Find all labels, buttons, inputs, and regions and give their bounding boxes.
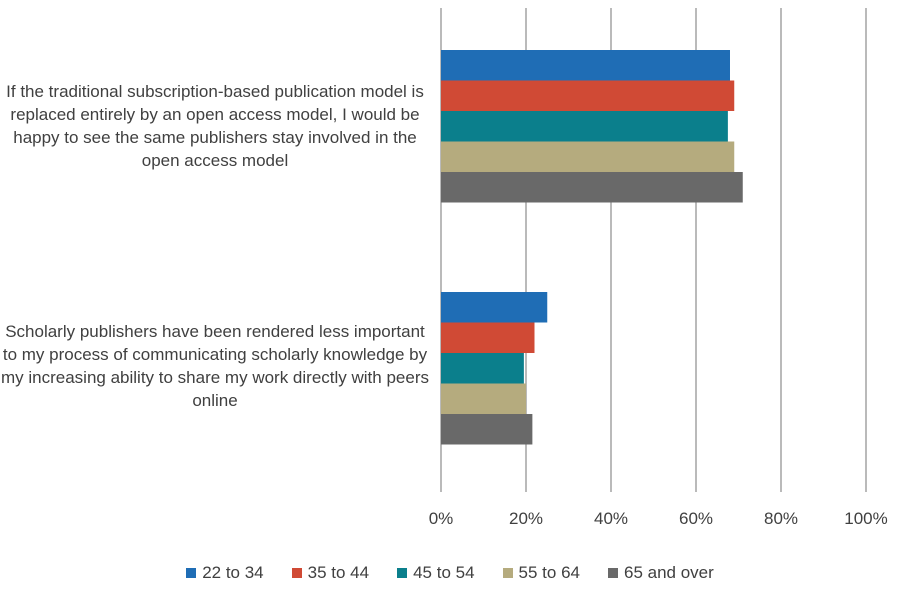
legend-item: 45 to 54	[397, 563, 475, 583]
category-label-2: Scholarly publishers have been rendered …	[1, 322, 429, 410]
category-label-1: If the traditional subscription-based pu…	[6, 82, 424, 170]
bar	[441, 141, 735, 172]
legend-label: 35 to 44	[307, 563, 370, 582]
legend-swatch	[502, 568, 513, 578]
legend-swatch	[291, 568, 302, 578]
bar	[441, 292, 548, 323]
x-tick-label: 20%	[509, 509, 543, 528]
legend-swatch	[186, 568, 197, 578]
bar	[441, 414, 533, 445]
legend-label: 55 to 64	[518, 563, 580, 582]
legend-item: 65 and over	[608, 563, 714, 583]
legend-label: 45 to 54	[413, 563, 475, 582]
legend-label: 22 to 34	[202, 563, 264, 582]
x-tick-label: 60%	[679, 509, 713, 528]
bars	[441, 50, 743, 445]
legend: 22 to 34 35 to 44 45 to 54 55 to 64 65 and o…	[0, 560, 900, 586]
bar	[441, 353, 524, 384]
bar	[441, 111, 728, 142]
bar	[441, 383, 526, 414]
bar	[441, 50, 730, 81]
bar	[441, 322, 535, 353]
x-tick-labels: 0% 20% 40% 60% 80% 100%	[429, 509, 888, 528]
x-tick-label: 80%	[764, 509, 798, 528]
legend-swatch	[397, 568, 408, 578]
legend-label: 65 and over	[624, 563, 714, 582]
bar	[441, 172, 743, 203]
x-tick-label: 100%	[844, 509, 887, 528]
legend-swatch	[608, 568, 618, 578]
x-tick-label: 0%	[429, 509, 454, 528]
x-tick-label: 40%	[594, 509, 628, 528]
legend-item: 22 to 34	[186, 563, 264, 583]
legend-item: 55 to 64	[502, 563, 580, 583]
bar	[441, 80, 735, 111]
legend-item: 35 to 44	[291, 563, 370, 583]
